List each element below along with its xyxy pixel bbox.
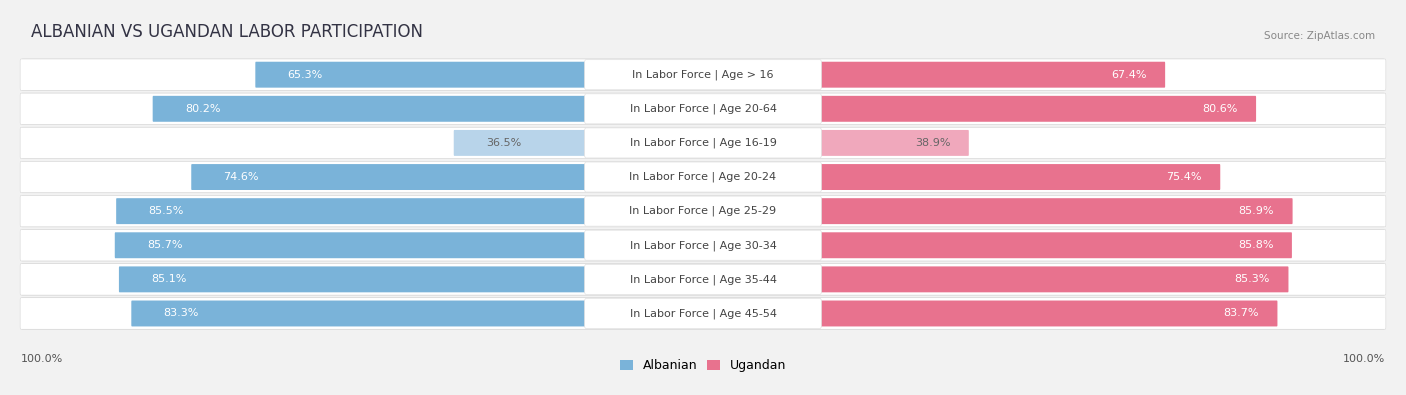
- FancyBboxPatch shape: [115, 232, 703, 258]
- Text: 67.4%: 67.4%: [1111, 70, 1147, 80]
- FancyBboxPatch shape: [153, 96, 703, 122]
- FancyBboxPatch shape: [120, 266, 703, 292]
- FancyBboxPatch shape: [20, 298, 1386, 329]
- Legend: Albanian, Ugandan: Albanian, Ugandan: [614, 354, 792, 377]
- FancyBboxPatch shape: [703, 130, 969, 156]
- FancyBboxPatch shape: [191, 164, 703, 190]
- FancyBboxPatch shape: [703, 266, 1288, 292]
- Text: 85.9%: 85.9%: [1239, 206, 1274, 216]
- Text: 80.6%: 80.6%: [1202, 104, 1237, 114]
- Text: 38.9%: 38.9%: [915, 138, 950, 148]
- Text: 85.7%: 85.7%: [148, 240, 183, 250]
- FancyBboxPatch shape: [21, 195, 1385, 227]
- Text: 100.0%: 100.0%: [21, 354, 63, 364]
- FancyBboxPatch shape: [131, 301, 703, 326]
- Text: In Labor Force | Age 20-24: In Labor Force | Age 20-24: [630, 172, 776, 182]
- FancyBboxPatch shape: [20, 264, 1386, 295]
- Text: 74.6%: 74.6%: [224, 172, 259, 182]
- Text: 85.8%: 85.8%: [1237, 240, 1274, 250]
- FancyBboxPatch shape: [20, 127, 1386, 159]
- FancyBboxPatch shape: [585, 264, 821, 294]
- FancyBboxPatch shape: [21, 58, 1385, 91]
- FancyBboxPatch shape: [454, 130, 703, 156]
- FancyBboxPatch shape: [703, 96, 1256, 122]
- FancyBboxPatch shape: [20, 161, 1386, 193]
- FancyBboxPatch shape: [585, 162, 821, 192]
- FancyBboxPatch shape: [20, 196, 1386, 227]
- FancyBboxPatch shape: [20, 93, 1386, 124]
- FancyBboxPatch shape: [20, 59, 1386, 90]
- FancyBboxPatch shape: [21, 161, 1385, 193]
- Text: 36.5%: 36.5%: [486, 138, 522, 148]
- FancyBboxPatch shape: [585, 60, 821, 90]
- Text: 65.3%: 65.3%: [288, 70, 323, 80]
- FancyBboxPatch shape: [256, 62, 703, 88]
- Text: In Labor Force | Age 30-34: In Labor Force | Age 30-34: [630, 240, 776, 250]
- FancyBboxPatch shape: [585, 94, 821, 124]
- Text: Source: ZipAtlas.com: Source: ZipAtlas.com: [1264, 31, 1375, 41]
- Text: In Labor Force | Age 35-44: In Labor Force | Age 35-44: [630, 274, 776, 285]
- FancyBboxPatch shape: [20, 229, 1386, 261]
- Text: 85.3%: 85.3%: [1234, 275, 1270, 284]
- Text: 83.7%: 83.7%: [1223, 308, 1258, 318]
- FancyBboxPatch shape: [585, 299, 821, 329]
- FancyBboxPatch shape: [21, 263, 1385, 295]
- FancyBboxPatch shape: [585, 128, 821, 158]
- Text: In Labor Force | Age 25-29: In Labor Force | Age 25-29: [630, 206, 776, 216]
- FancyBboxPatch shape: [703, 301, 1278, 326]
- FancyBboxPatch shape: [585, 230, 821, 260]
- Text: 85.5%: 85.5%: [149, 206, 184, 216]
- Text: In Labor Force | Age > 16: In Labor Force | Age > 16: [633, 70, 773, 80]
- Text: 83.3%: 83.3%: [163, 308, 198, 318]
- Text: ALBANIAN VS UGANDAN LABOR PARTICIPATION: ALBANIAN VS UGANDAN LABOR PARTICIPATION: [31, 23, 423, 41]
- Text: In Labor Force | Age 16-19: In Labor Force | Age 16-19: [630, 138, 776, 148]
- Text: In Labor Force | Age 20-64: In Labor Force | Age 20-64: [630, 103, 776, 114]
- Text: 100.0%: 100.0%: [1343, 354, 1385, 364]
- FancyBboxPatch shape: [21, 229, 1385, 261]
- FancyBboxPatch shape: [585, 196, 821, 226]
- FancyBboxPatch shape: [21, 93, 1385, 125]
- Text: In Labor Force | Age 45-54: In Labor Force | Age 45-54: [630, 308, 776, 319]
- Text: 85.1%: 85.1%: [152, 275, 187, 284]
- FancyBboxPatch shape: [21, 127, 1385, 159]
- FancyBboxPatch shape: [703, 232, 1292, 258]
- FancyBboxPatch shape: [703, 62, 1166, 88]
- Text: 75.4%: 75.4%: [1167, 172, 1202, 182]
- FancyBboxPatch shape: [117, 198, 703, 224]
- FancyBboxPatch shape: [21, 297, 1385, 329]
- FancyBboxPatch shape: [703, 198, 1292, 224]
- FancyBboxPatch shape: [703, 164, 1220, 190]
- Text: 80.2%: 80.2%: [186, 104, 221, 114]
